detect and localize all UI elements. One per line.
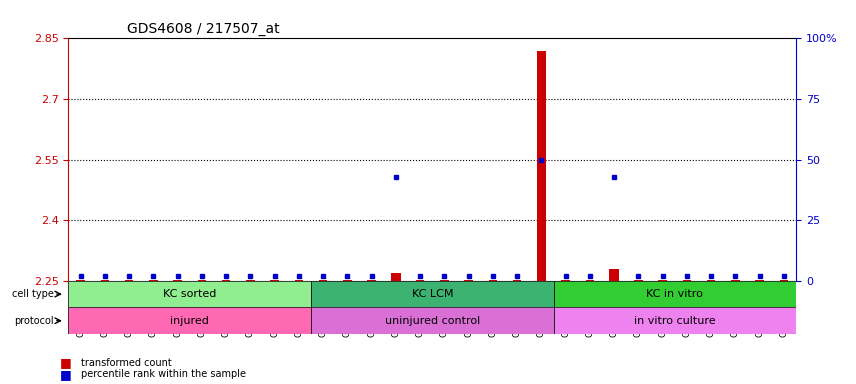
Bar <box>294 280 303 281</box>
Text: cell type: cell type <box>12 289 54 299</box>
Text: GDS4608 / 217507_at: GDS4608 / 217507_at <box>127 22 279 36</box>
Bar <box>465 280 473 281</box>
Bar <box>634 280 643 281</box>
Bar <box>76 280 85 281</box>
Text: in vitro culture: in vitro culture <box>634 316 716 326</box>
Bar <box>101 280 109 281</box>
Bar <box>311 308 554 334</box>
Text: KC LCM: KC LCM <box>412 289 453 299</box>
Text: uninjured control: uninjured control <box>384 316 480 326</box>
Bar <box>707 280 716 281</box>
Bar <box>554 281 796 308</box>
Bar <box>174 280 181 281</box>
Bar <box>68 308 311 334</box>
Bar <box>270 280 279 281</box>
Text: ■: ■ <box>60 356 72 369</box>
Bar <box>440 280 449 281</box>
Bar <box>780 280 788 281</box>
Bar <box>198 280 206 281</box>
Bar <box>247 280 254 281</box>
Bar <box>319 280 327 281</box>
Bar <box>68 281 311 308</box>
Bar <box>513 280 521 281</box>
Bar <box>489 280 497 281</box>
Bar <box>609 269 619 281</box>
Bar <box>537 51 546 281</box>
Bar <box>658 280 667 281</box>
Text: injured: injured <box>170 316 209 326</box>
Bar <box>311 281 554 308</box>
Bar <box>367 280 376 281</box>
Bar <box>683 280 691 281</box>
Bar <box>586 280 594 281</box>
Bar <box>562 280 570 281</box>
Bar <box>391 273 401 281</box>
Text: percentile rank within the sample: percentile rank within the sample <box>81 369 247 379</box>
Text: KC in vitro: KC in vitro <box>646 289 704 299</box>
Bar <box>756 280 764 281</box>
Text: protocol: protocol <box>15 316 54 326</box>
Text: ■: ■ <box>60 368 72 381</box>
Bar <box>343 280 352 281</box>
Bar <box>554 308 796 334</box>
Bar <box>222 280 230 281</box>
Text: KC sorted: KC sorted <box>163 289 217 299</box>
Bar <box>416 280 425 281</box>
Bar <box>125 280 134 281</box>
Bar <box>149 280 158 281</box>
Bar <box>731 280 740 281</box>
Text: transformed count: transformed count <box>81 358 172 368</box>
